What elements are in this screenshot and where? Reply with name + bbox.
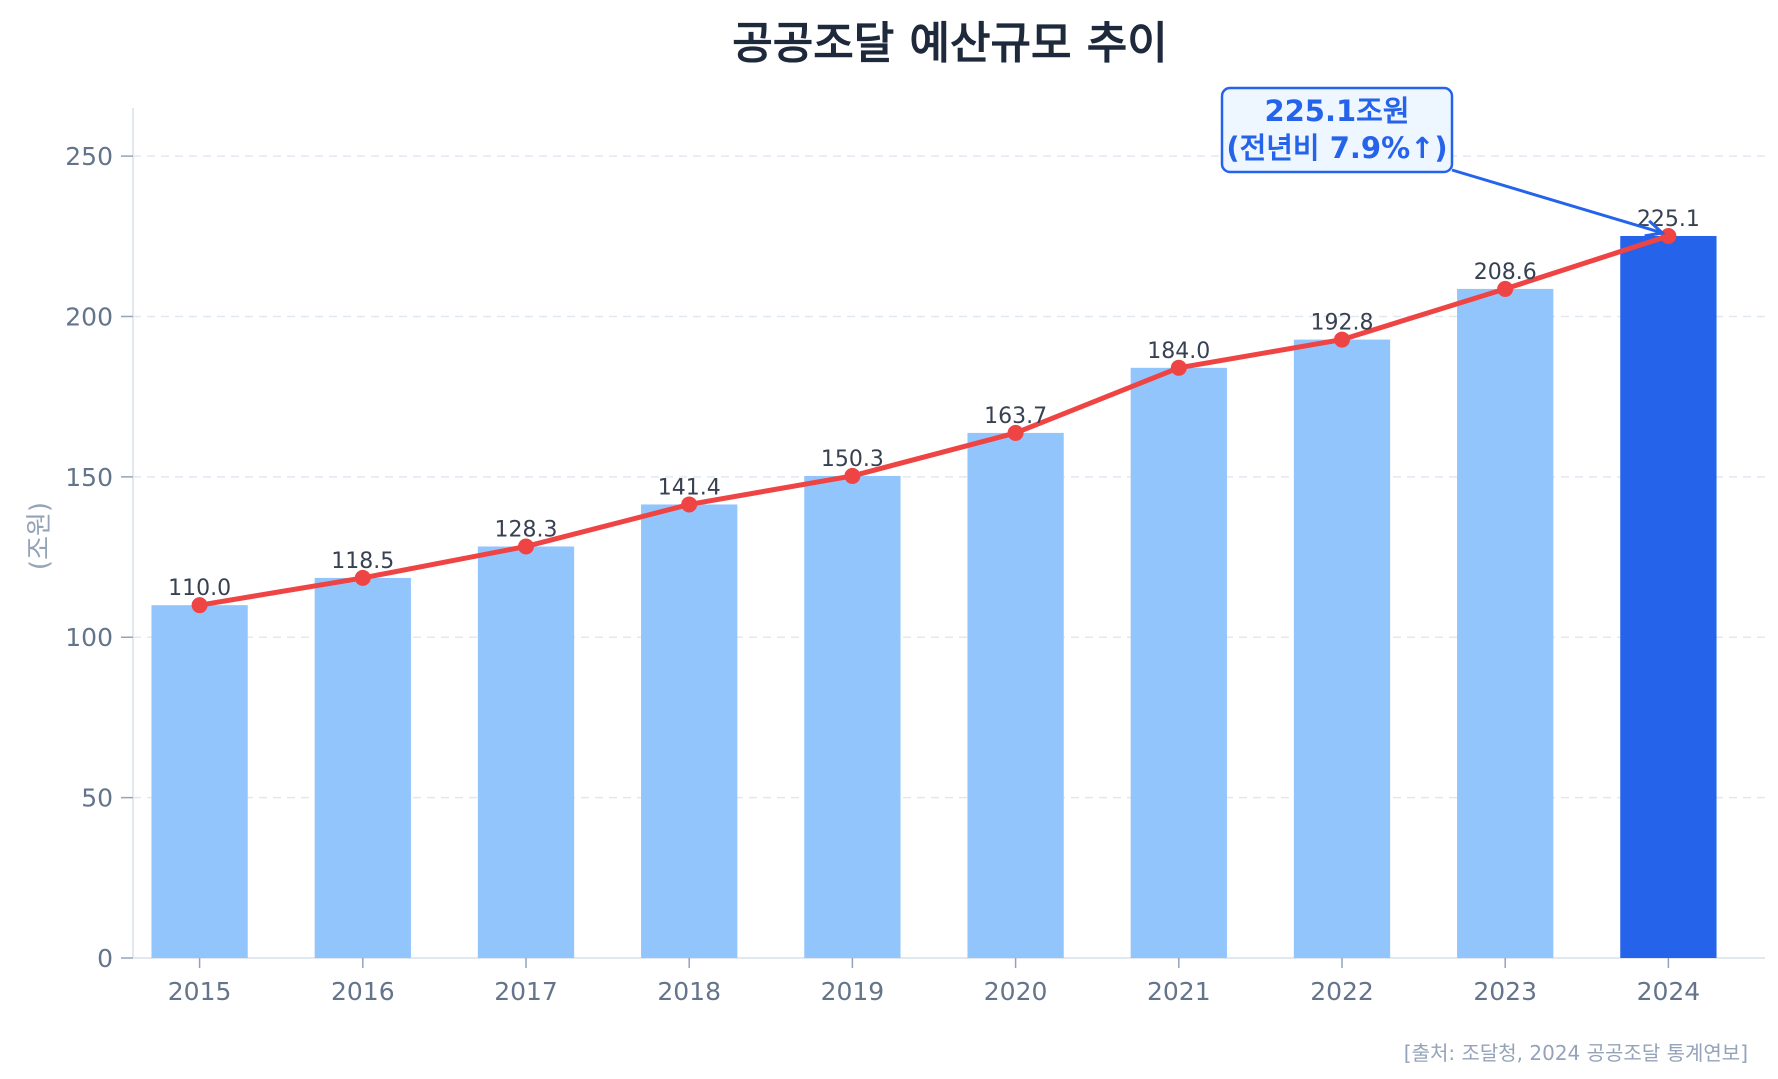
x-tick-label-2018: 2018 <box>657 977 721 1006</box>
x-tick-label-2020: 2020 <box>984 977 1048 1006</box>
bar-2020 <box>967 432 1064 958</box>
y-tick-label: 150 <box>65 463 113 492</box>
y-tick-label: 0 <box>97 944 113 973</box>
annotation: 225.1조원 (전년비 7.9%↑) <box>1220 86 1666 238</box>
bar-2022 <box>1293 339 1391 958</box>
data-label-2015: 110.0 <box>168 576 231 601</box>
trend-point-2022 <box>1334 331 1350 348</box>
bar-2019 <box>804 475 901 958</box>
data-labels: 110.0 118.5 128.3 141.4 150.3 163.7 184.0 192.8… <box>168 207 1700 601</box>
trend-line <box>191 227 1677 614</box>
x-tick-label-2022: 2022 <box>1310 977 1374 1006</box>
trend-point-2016 <box>354 569 371 586</box>
bar-2017 <box>477 546 575 958</box>
bar-2016 <box>314 577 411 958</box>
x-ticks: 2015 2016 2017 2018 2019 2020 2021 2022 2023 2024 <box>168 958 1700 1006</box>
bar-2018 <box>641 504 738 958</box>
x-tick-label-2017: 2017 <box>494 977 558 1006</box>
y-tick-label: 250 <box>65 142 113 171</box>
data-label-2023: 208.6 <box>1474 260 1537 285</box>
x-tick-label-2023: 2023 <box>1473 977 1537 1006</box>
bar-2024 <box>1620 235 1717 958</box>
trend-point-2017 <box>518 538 534 555</box>
annotation-arrow <box>1451 168 1663 235</box>
data-label-2022: 192.8 <box>1311 311 1374 336</box>
x-tick-label-2015: 2015 <box>168 977 232 1006</box>
annotation-box <box>1220 86 1454 174</box>
trend-point-2015 <box>191 597 208 614</box>
trend-point-2019 <box>844 467 861 484</box>
data-label-2021: 184.0 <box>1147 339 1210 364</box>
y-tick-label: 200 <box>65 302 113 331</box>
bar-2023 <box>1457 288 1554 959</box>
data-label-2016: 118.5 <box>331 549 394 574</box>
data-label-2020: 163.7 <box>984 404 1047 429</box>
y-tick-label: 100 <box>65 623 113 652</box>
data-label-2019: 150.3 <box>821 447 884 472</box>
x-tick-label-2021: 2021 <box>1147 977 1211 1006</box>
x-tick-label-2016: 2016 <box>331 977 395 1006</box>
annotation-line1: 225.1조원 <box>1264 94 1409 128</box>
trend-point-2021 <box>1170 359 1187 376</box>
annotation-arrow-head <box>1644 219 1666 238</box>
trend-point-2018 <box>681 496 698 513</box>
annotation-line2: (전년비 7.9%↑) <box>1226 131 1447 165</box>
bars <box>151 235 1717 959</box>
trend-line-path <box>199 233 1670 608</box>
y-axis-label: (조원) <box>25 502 55 570</box>
y-ticks: 0 50 100 150 200 250 <box>65 142 133 973</box>
data-label-2017: 128.3 <box>495 517 558 542</box>
trend-point-2020 <box>1007 424 1024 441</box>
source-note: [출처: 조달청, 2024 공공조달 통계연보] <box>1404 1041 1748 1065</box>
trend-point-2023 <box>1497 280 1514 297</box>
x-tick-label-2019: 2019 <box>821 977 885 1006</box>
chart-title: 공공조달 예산규모 추이 <box>732 18 1167 69</box>
x-tick-label-2024: 2024 <box>1637 977 1701 1006</box>
y-tick-label: 50 <box>81 784 113 813</box>
trend-point-2024 <box>1660 227 1677 244</box>
data-label-2018: 141.4 <box>658 475 721 500</box>
bar-2021 <box>1130 367 1227 959</box>
bar-2015 <box>151 605 248 958</box>
